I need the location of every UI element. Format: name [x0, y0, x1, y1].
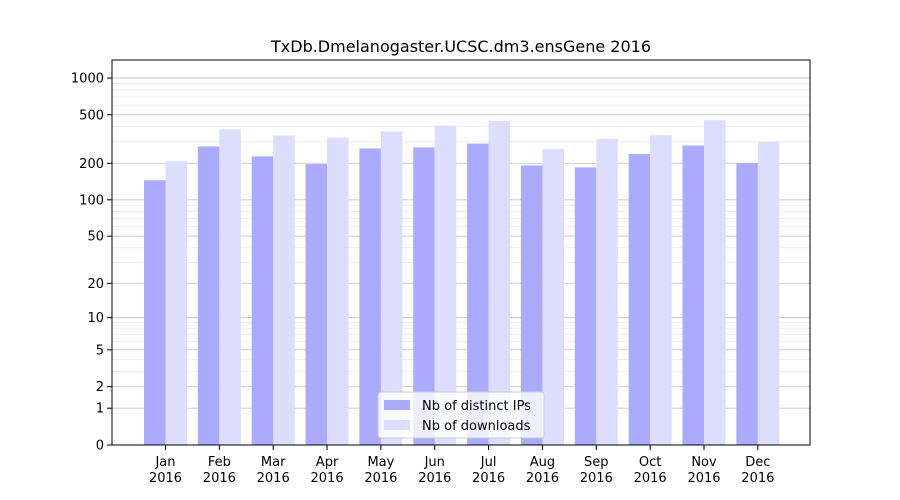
x-tick-label-month: Feb	[208, 455, 231, 470]
x-tick-label-month: Mar	[261, 455, 286, 470]
y-tick-label: 0	[96, 439, 104, 454]
x-tick-label-year: 2016	[687, 471, 720, 486]
x-tick-label-year: 2016	[364, 471, 397, 486]
bar-distinct-ips-feb	[197, 146, 220, 445]
x-tick-label-month: Dec	[745, 455, 770, 470]
x-tick-label-month: Jun	[424, 455, 445, 470]
x-tick-label-month: Jul	[480, 455, 497, 470]
x-tick-label-month: May	[367, 455, 394, 470]
y-tick-label: 5	[96, 343, 104, 358]
bar-distinct-ips-sep	[574, 167, 597, 445]
y-axis: 0 1 2 5 10 20 50 100 200 500 1000	[71, 72, 112, 454]
x-tick-label-month: Oct	[639, 455, 661, 470]
y-tick-label: 20	[87, 277, 104, 292]
legend-label: Nb of downloads	[422, 419, 531, 434]
x-tick-label-year: 2016	[257, 471, 290, 486]
plot-frame	[111, 59, 811, 446]
bar-downloads-sep	[596, 138, 618, 445]
bar-distinct-ips-jun	[413, 147, 435, 445]
bar-downloads-nov	[704, 120, 726, 445]
legend-box	[377, 391, 545, 439]
bar-distinct-ips-jul	[467, 143, 489, 445]
bar-distinct-ips-jan	[144, 180, 166, 445]
bar-downloads-may	[380, 131, 403, 446]
bar-distinct-ips-dec	[736, 163, 758, 445]
x-tick-label-year: 2016	[418, 471, 451, 486]
x-tick-label-year: 2016	[634, 471, 667, 486]
chart-title: TxDb.Dmelanogaster.UCSC.dm3.ensGene 2016	[270, 37, 651, 56]
legend-swatch	[384, 400, 410, 410]
bar-downloads-dec	[757, 141, 780, 445]
x-tick-label-month: Apr	[316, 455, 339, 470]
x-tick-label-month: Nov	[691, 455, 717, 470]
x-tick-label-year: 2016	[741, 471, 774, 486]
y-tick-label: 10	[87, 311, 104, 326]
bar-downloads-jan	[165, 161, 187, 445]
y-tick-label: 1000	[71, 72, 104, 87]
legend-swatch	[384, 420, 410, 430]
bar-distinct-ips-mar	[251, 156, 274, 445]
x-tick-label-year: 2016	[149, 471, 182, 486]
bar-downloads-aug	[542, 149, 564, 445]
x-tick-label-year: 2016	[526, 471, 559, 486]
y-tick-label: 500	[79, 108, 104, 123]
bar-downloads-mar	[273, 135, 295, 445]
bar-distinct-ips-aug	[520, 165, 543, 445]
y-tick-label: 1	[96, 402, 104, 417]
bar-downloads-feb	[219, 129, 241, 446]
bar-distinct-ips-oct	[628, 154, 651, 445]
y-tick-label: 2	[96, 380, 104, 395]
x-tick-label-year: 2016	[472, 471, 505, 486]
y-tick-label: 200	[79, 157, 104, 172]
x-tick-label-month: Sep	[584, 455, 609, 470]
x-tick-label-year: 2016	[311, 471, 344, 486]
bar-distinct-ips-apr	[305, 164, 328, 445]
bar-distinct-ips-may	[359, 148, 381, 446]
x-tick-label-year: 2016	[580, 471, 613, 486]
x-tick-label-year: 2016	[203, 471, 236, 486]
bar-downloads-apr	[327, 137, 349, 446]
bars	[144, 120, 780, 446]
bar-downloads-jun	[434, 125, 457, 445]
legend-label: Nb of distinct IPs	[422, 399, 531, 414]
y-tick-label: 50	[87, 230, 104, 245]
legend: Nb of distinct IPs Nb of downloads	[377, 391, 545, 439]
x-tick-label-month: Aug	[530, 455, 555, 470]
bar-downloads-oct	[650, 135, 672, 446]
x-tick-label-month: Jan	[154, 455, 175, 470]
y-tick-label: 100	[79, 193, 104, 208]
x-axis: Jan2016Feb2016Mar2016Apr2016May2016Jun20…	[149, 445, 774, 486]
bar-distinct-ips-nov	[682, 145, 704, 445]
bar-downloads-jul	[488, 120, 511, 446]
